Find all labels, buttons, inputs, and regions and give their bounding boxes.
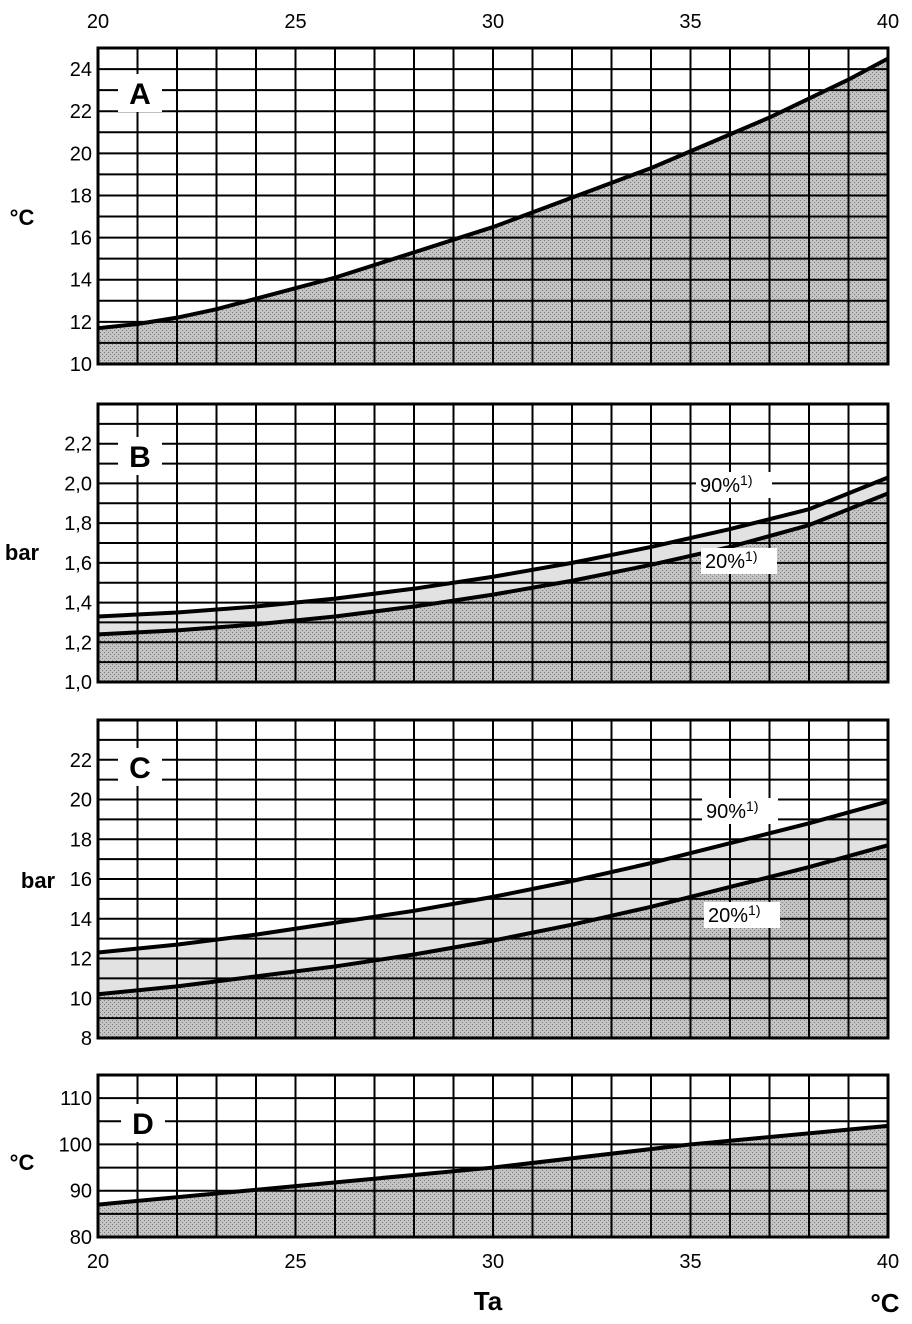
x-tick-top: 25 <box>284 11 306 33</box>
y-tick-label: 110 <box>60 1088 92 1110</box>
x-tick-bottom: 25 <box>284 1251 306 1273</box>
y-tick-label: 1,6 <box>64 553 92 575</box>
series-annotation: 90%1) <box>700 472 752 497</box>
annotation-bg <box>704 902 780 928</box>
annotation-bg <box>696 472 772 498</box>
panel-a: 10 12 14 16 18 20 22 24 °C A <box>10 46 890 376</box>
y-tick-label: 1,0 <box>64 672 92 694</box>
y-tick-label: 14 <box>70 270 92 292</box>
y-tick-label: 22 <box>70 750 92 772</box>
y-tick-label: 1,2 <box>64 632 92 654</box>
y-tick-label: 18 <box>70 829 92 851</box>
annotation-bg <box>701 548 777 574</box>
x-tick-bottom: 30 <box>482 1251 504 1273</box>
y-tick-label: 12 <box>70 949 92 971</box>
series-annotation: 90%1) <box>706 798 758 823</box>
annotation-bg <box>702 798 778 824</box>
panel-label-bg <box>121 1104 165 1142</box>
y-tick-label: 2,2 <box>64 434 92 456</box>
y-tick-label: 90 <box>70 1181 92 1203</box>
series-line-d-D <box>97 1123 889 1207</box>
y-axis-unit: bar <box>5 540 40 565</box>
x-axis-unit: °C <box>870 1288 899 1318</box>
panel-label: A <box>129 78 151 111</box>
series-line-b-20pct <box>97 491 889 637</box>
plot-frame-d <box>96 1073 890 1239</box>
panel-label: C <box>129 752 151 785</box>
x-tick-top: 35 <box>679 11 701 33</box>
panel-label-bg <box>118 437 162 475</box>
plot-frame-b <box>96 402 890 684</box>
y-axis-unit: °C <box>10 1150 35 1175</box>
series-line-a-A <box>97 56 889 331</box>
y-tick-label: 10 <box>70 354 92 376</box>
plot-frame-c <box>96 718 890 1040</box>
x-axis-title: Ta <box>474 1286 503 1316</box>
y-tick-label: 16 <box>70 869 92 891</box>
y-tick-label: 18 <box>70 185 92 207</box>
panel-label-bg <box>118 748 162 786</box>
x-tick-bottom: 40 <box>877 1251 899 1273</box>
series-annotation: 20%1) <box>708 902 760 927</box>
x-tick-top: 20 <box>87 11 109 33</box>
x-tick-bottom: 35 <box>679 1251 701 1273</box>
series-annotation: 20%1) <box>705 548 757 573</box>
plot-frame-a <box>96 46 890 366</box>
y-tick-label: 10 <box>70 988 92 1010</box>
series-line-b-90pct <box>97 475 889 619</box>
y-tick-label: 12 <box>70 312 92 334</box>
panel-label-bg <box>118 74 162 112</box>
x-tick-bottom: 20 <box>87 1251 109 1273</box>
panel-b: 1,0 1,2 1,4 1,6 1,8 2,0 2,2 bar B 90%1) 20%1) <box>5 402 890 694</box>
y-tick-label: 24 <box>70 59 92 81</box>
y-tick-label: 8 <box>81 1028 92 1050</box>
y-tick-label: 100 <box>59 1134 92 1156</box>
x-tick-top: 40 <box>877 11 899 33</box>
panel-c: 8 10 12 14 16 18 20 22 bar C 90%1) 20%1) <box>21 718 890 1050</box>
y-axis-unit: bar <box>21 868 56 893</box>
y-tick-label: 22 <box>70 101 92 123</box>
panel-label: D <box>132 1108 154 1141</box>
panel-d: 80 90 100 110 °C D <box>10 1073 890 1249</box>
y-axis-unit: °C <box>10 205 35 230</box>
y-tick-label: 2,0 <box>64 473 92 495</box>
y-tick-label: 14 <box>70 909 92 931</box>
chart-root: 202025253030353540401012141618202224°CA1… <box>5 11 899 1273</box>
y-tick-label: 1,8 <box>64 513 92 535</box>
y-tick-label: 80 <box>70 1227 92 1249</box>
y-tick-label: 1,4 <box>64 593 92 615</box>
x-tick-top: 30 <box>482 11 504 33</box>
y-tick-label: 20 <box>70 790 92 812</box>
panel-label: B <box>129 441 151 474</box>
series-line-c-20pct <box>97 843 889 997</box>
series-line-c-90pct <box>97 799 889 955</box>
y-tick-label: 20 <box>70 143 92 165</box>
y-tick-label: 16 <box>70 228 92 250</box>
